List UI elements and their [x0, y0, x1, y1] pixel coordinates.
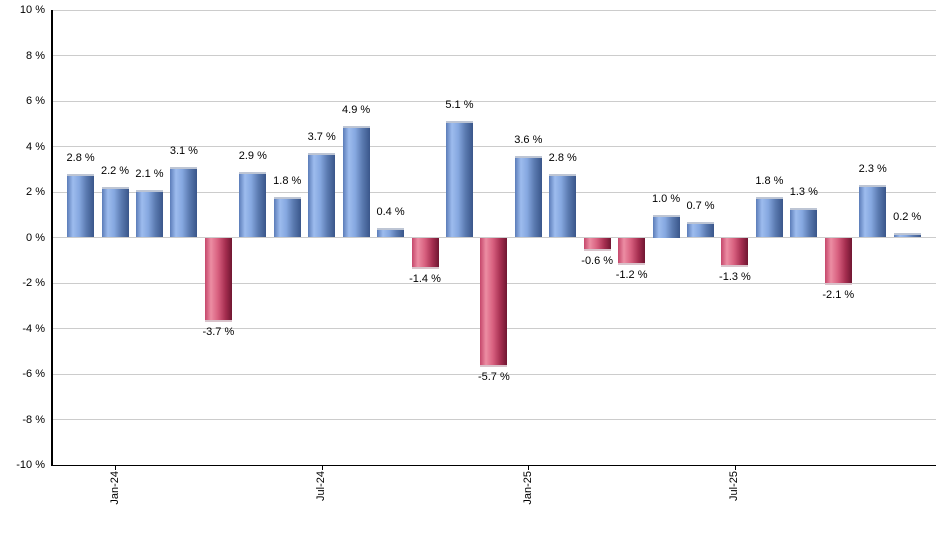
bar-value-label: 2.9 %: [238, 149, 267, 162]
bar-value-label: 1.8 %: [755, 174, 784, 187]
y-grid-line: [51, 191, 936, 193]
bar-value-label: 1.3 %: [789, 185, 818, 198]
x-axis-tick-label: Jul-25: [728, 471, 741, 501]
y-axis-tick-label: 0 %: [26, 231, 45, 244]
bar-value-label: -1.3 %: [719, 271, 751, 284]
x-axis-tick-label: Jan-24: [108, 471, 121, 505]
bar-negative: [583, 237, 611, 252]
bar-value-label: 1.0 %: [652, 192, 681, 205]
bar-positive: [135, 189, 163, 238]
bar-value-label: -1.2 %: [615, 268, 648, 281]
y-grid-line: [51, 9, 936, 11]
y-axis-tick-label: 10 %: [19, 4, 45, 16]
bar-positive: [273, 196, 301, 238]
bar-value-label: 3.6 %: [514, 133, 543, 146]
y-axis-tick-label: -8 %: [22, 413, 45, 426]
bar-value-label: 2.8 %: [66, 151, 95, 164]
x-axis-tick: [321, 465, 323, 470]
x-axis-tick: [115, 465, 117, 470]
bar-value-label: 2.2 %: [100, 165, 130, 178]
y-grid-line: [51, 55, 936, 56]
bar-positive: [790, 207, 818, 238]
bar-negative: [721, 237, 749, 268]
bar-value-label: -1.4 %: [409, 273, 441, 286]
bar-positive: [170, 166, 198, 238]
bar-value-label: 2.3 %: [858, 163, 887, 176]
bar-negative: [824, 237, 852, 286]
bar-value-label: 2.8 %: [548, 151, 577, 164]
y-grid-line: [51, 419, 936, 420]
bar-positive: [687, 221, 715, 238]
bar-negative: [411, 237, 439, 270]
bar-positive: [893, 232, 921, 238]
bar-positive: [239, 171, 267, 238]
y-grid-line: [51, 373, 936, 375]
bar-positive: [859, 185, 887, 238]
x-axis-tick-label: Jul-24: [315, 471, 328, 501]
bar-value-label: 3.1 %: [169, 144, 198, 157]
bar-value-label: 4.9 %: [342, 104, 371, 117]
bar-value-label: -5.7 %: [477, 371, 510, 384]
bar-positive: [342, 126, 370, 238]
bar-positive: [377, 228, 405, 238]
y-axis-line: [51, 10, 53, 465]
bar-value-label: 0.7 %: [686, 199, 715, 212]
y-axis-tick-label: -10 %: [16, 459, 45, 471]
bar-value-label: 3.7 %: [307, 131, 336, 144]
bar-positive: [445, 121, 473, 238]
bar-positive: [67, 173, 95, 238]
bar-negative: [480, 237, 508, 368]
bar-positive: [514, 155, 542, 238]
bar-positive: [652, 214, 680, 238]
y-axis-tick-label: 6 %: [26, 95, 45, 107]
y-axis-tick-label: -4 %: [22, 322, 45, 335]
bar-value-label: -2.1 %: [822, 289, 855, 302]
bar-value-label: -3.7 %: [202, 325, 235, 338]
bar-value-label: 0.2 %: [893, 210, 922, 223]
x-axis-tick-label: Jan-25: [521, 471, 534, 505]
y-grid-line: [51, 146, 936, 147]
bar-positive: [101, 187, 129, 238]
bar-negative: [204, 237, 232, 322]
x-axis-tick: [734, 465, 736, 470]
y-axis-tick-label: 4 %: [26, 140, 45, 153]
bar-value-label: 0.4 %: [376, 206, 405, 219]
y-axis-tick-label: -2 %: [22, 277, 45, 289]
x-axis-line: [51, 465, 936, 466]
bar-value-label: 2.1 %: [135, 167, 164, 180]
y-axis-tick-label: 2 %: [26, 186, 45, 198]
x-axis-tick: [528, 465, 530, 470]
bar-negative: [618, 237, 646, 265]
y-axis-tick-label: 8 %: [26, 49, 45, 62]
y-grid-line: [51, 100, 936, 102]
bar-value-label: 5.1 %: [445, 99, 474, 112]
y-axis-tick-label: -6 %: [22, 368, 45, 380]
bar-value-label: -0.6 %: [581, 255, 614, 268]
bar-positive: [308, 153, 336, 238]
bar-positive: [549, 173, 577, 238]
bar-value-label: 1.8 %: [273, 174, 302, 187]
bar-positive: [755, 196, 783, 238]
